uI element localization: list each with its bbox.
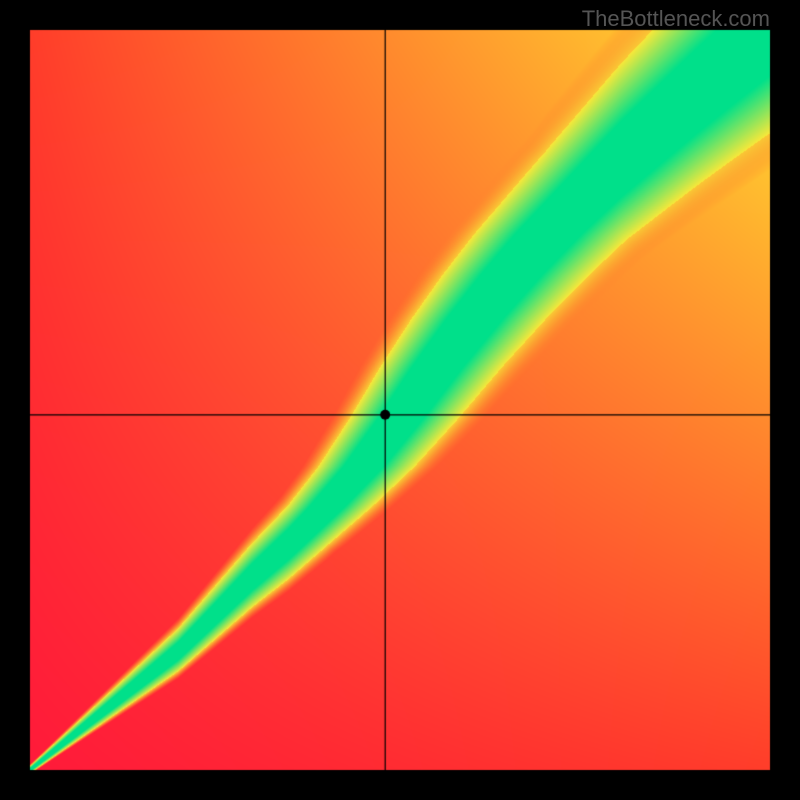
watermark-text: TheBottleneck.com: [582, 6, 770, 32]
heatmap-canvas: [0, 0, 800, 800]
chart-container: TheBottleneck.com: [0, 0, 800, 800]
